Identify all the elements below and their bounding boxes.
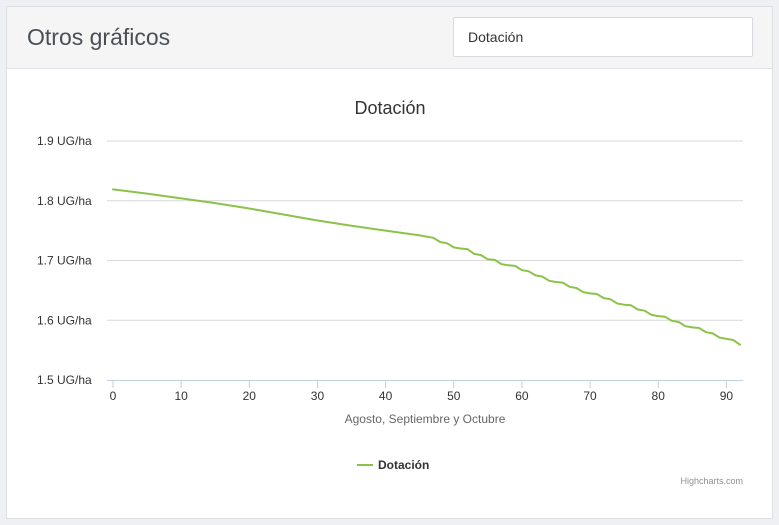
x-tick-label: 80 — [652, 389, 666, 403]
x-tick-label: 30 — [311, 389, 325, 403]
legend-item-dotacion[interactable]: Dotación — [378, 458, 429, 472]
chart-panel: Otros gráficos Dotación — [6, 6, 773, 519]
x-axis — [107, 380, 743, 388]
grid-lines — [107, 140, 743, 321]
x-tick-label: 70 — [583, 389, 597, 403]
x-tick-label: 60 — [515, 389, 529, 403]
series-group — [112, 188, 741, 346]
y-tick-label: 1.5 UG/ha — [37, 373, 92, 387]
y-tick-label: 1.8 UG/ha — [37, 194, 92, 208]
x-tick-label: 10 — [174, 389, 188, 403]
x-tick-label: 20 — [243, 389, 257, 403]
legend[interactable]: Dotación — [357, 458, 429, 472]
chart-select-value: Dotación — [468, 29, 524, 45]
series-line-dotacion[interactable] — [112, 188, 741, 346]
x-tick-label: 40 — [379, 389, 393, 403]
panel-header: Otros gráficos Dotación — [7, 7, 772, 69]
x-tick-label: 50 — [447, 389, 461, 403]
page-title: Otros gráficos — [27, 24, 171, 50]
y-tick-label: 1.6 UG/ha — [37, 313, 92, 327]
y-tick-label: 1.9 UG/ha — [37, 134, 92, 148]
chart-select[interactable]: Dotación — [453, 17, 753, 57]
y-tick-label: 1.7 UG/ha — [37, 254, 92, 268]
x-tick-label: 0 — [110, 389, 117, 403]
x-axis-labels: 0 10 20 30 40 50 60 70 80 90 — [110, 389, 734, 403]
credits-link[interactable]: Highcharts.com — [680, 476, 743, 486]
x-tick-label: 90 — [720, 389, 734, 403]
chart-title: Dotación — [354, 98, 425, 118]
x-axis-title: Agosto, Septiembre y Octubre — [345, 412, 506, 426]
y-axis-labels: 1.5 UG/ha 1.6 UG/ha 1.7 UG/ha 1.8 UG/ha 1.9 … — [37, 134, 92, 387]
